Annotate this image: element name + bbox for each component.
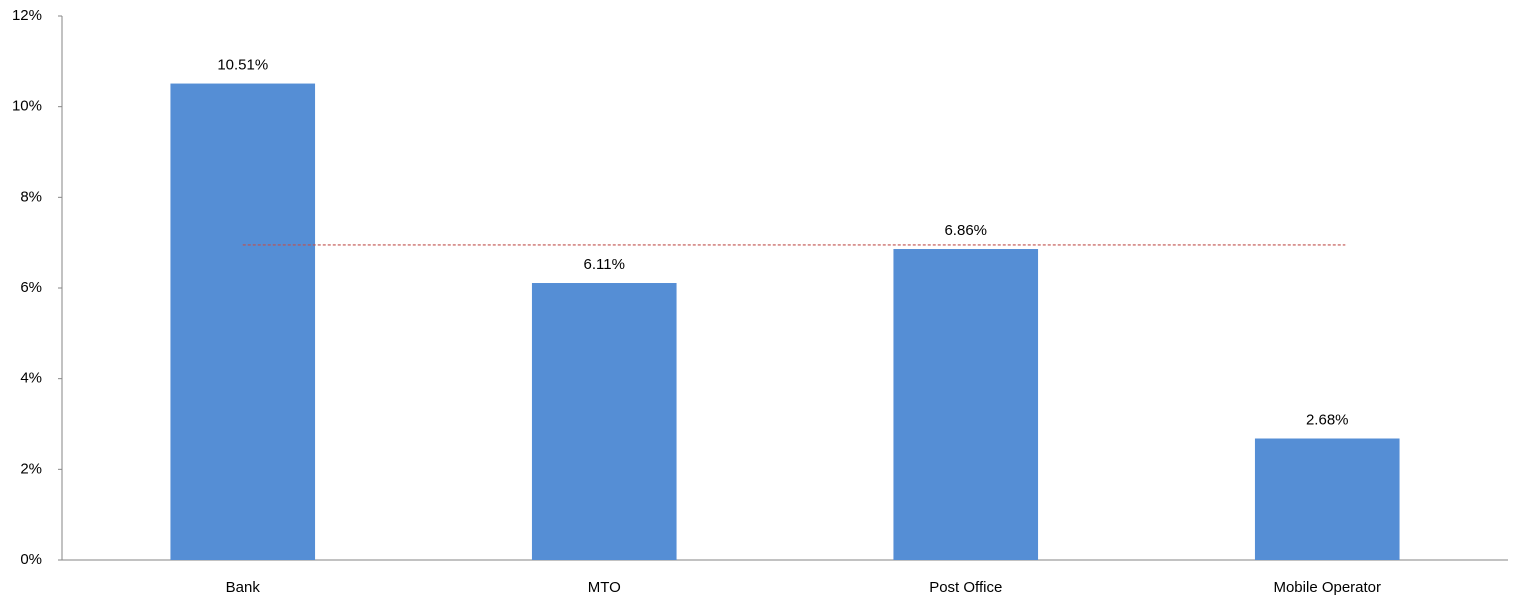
y-tick-label: 8% xyxy=(20,188,42,205)
y-tick-label: 0% xyxy=(20,551,42,568)
x-tick-label: Post Office xyxy=(929,579,1002,596)
value-label: 6.86% xyxy=(944,222,987,239)
value-label: 2.68% xyxy=(1306,411,1349,428)
bar xyxy=(893,249,1039,560)
y-tick-label: 6% xyxy=(20,279,42,296)
y-tick-label: 10% xyxy=(12,98,42,115)
value-label: 6.11% xyxy=(584,256,625,273)
x-tick-label: MTO xyxy=(588,579,621,596)
bar xyxy=(531,283,677,560)
x-tick-label: Bank xyxy=(226,579,261,596)
bar xyxy=(170,83,316,561)
bar xyxy=(1254,438,1400,560)
value-label: 10.51% xyxy=(217,57,268,74)
y-tick-label: 2% xyxy=(20,460,42,477)
y-tick-label: 4% xyxy=(20,370,42,387)
x-tick-label: Mobile Operator xyxy=(1273,579,1381,596)
y-tick-label: 12% xyxy=(12,7,42,24)
